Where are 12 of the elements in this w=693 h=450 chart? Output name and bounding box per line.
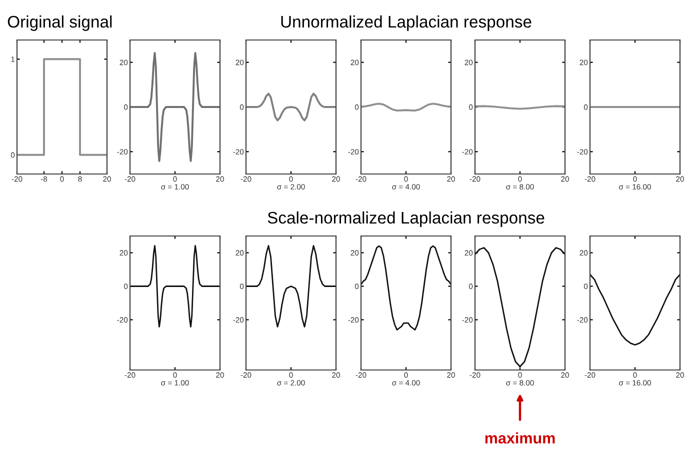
chart-title: Original signal <box>8 15 112 31</box>
text: maximum <box>485 432 555 444</box>
chart-title: Scale-normalized Laplacian response <box>268 211 544 227</box>
line-series <box>246 245 336 328</box>
line-series <box>361 245 451 330</box>
line-series <box>130 52 220 162</box>
chart-title: Unnormalized Laplacian response <box>281 15 532 31</box>
line-series <box>361 102 451 112</box>
line-series <box>246 92 336 122</box>
line-series <box>475 247 565 368</box>
line-series <box>590 274 680 346</box>
line-series <box>130 245 220 328</box>
